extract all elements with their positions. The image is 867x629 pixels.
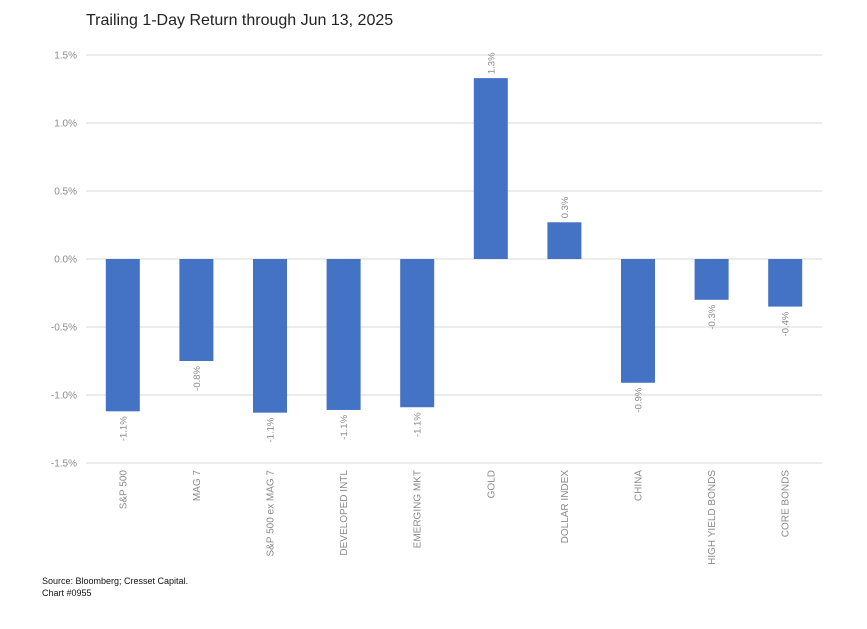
- y-tick-label: -1.5%: [51, 459, 77, 470]
- y-tick-label: -1.0%: [51, 391, 77, 402]
- bar: [473, 78, 508, 260]
- y-tick-label: -0.5%: [51, 323, 77, 334]
- x-tick-label: MAG 7: [192, 470, 203, 502]
- data-label: -0.8%: [192, 365, 203, 390]
- x-tick-label: CORE BONDS: [781, 470, 792, 538]
- data-label: 1.3%: [486, 52, 497, 74]
- bar: [105, 259, 140, 412]
- x-axis-ticks: S&P 500 MAG 7 S&P 500 ex MAG 7 DEVELOPED IN…: [118, 470, 791, 565]
- source-note: Source: Bloomberg; Cresset Capital.: [42, 576, 189, 586]
- x-tick-label: DEVELOPED INTL: [339, 470, 350, 556]
- bar: [547, 222, 582, 259]
- data-label: -0.9%: [634, 387, 645, 412]
- bar: [326, 259, 361, 410]
- data-label: 0.3%: [560, 196, 571, 218]
- chart-title: Trailing 1-Day Return through Jun 13, 20…: [86, 12, 394, 29]
- data-labels: -1.1% -0.8% -1.1% -1.1% -1.1% 1.3% 0.3% -0.9% -0…: [118, 52, 791, 443]
- y-tick-label: 1.0%: [54, 119, 77, 130]
- chart-number: Chart #0955: [42, 588, 92, 598]
- x-tick-label: DOLLAR INDEX: [560, 470, 571, 544]
- y-tick-label: 1.5%: [54, 51, 77, 62]
- x-tick-label: HIGH YIELD BONDS: [707, 470, 718, 565]
- x-tick-label: S&P 500 ex MAG 7: [266, 470, 277, 557]
- bars: [105, 78, 803, 413]
- data-label: -0.3%: [707, 304, 718, 329]
- y-axis-ticks: 1.5% 1.0% 0.5% 0.0% -0.5% -1.0% -1.5%: [51, 51, 77, 470]
- y-tick-label: 0.0%: [54, 255, 77, 266]
- bar: [621, 259, 655, 383]
- bar: [400, 259, 435, 408]
- data-label: -0.4%: [781, 311, 792, 336]
- data-label: -1.1%: [339, 414, 350, 439]
- x-tick-label: GOLD: [486, 470, 497, 498]
- data-label: -1.1%: [118, 416, 129, 441]
- bar: [179, 259, 214, 361]
- bar: [768, 259, 803, 307]
- bar: [694, 259, 729, 300]
- x-tick-label: S&P 500: [118, 470, 129, 510]
- data-label: -1.1%: [266, 417, 277, 442]
- y-tick-label: 0.5%: [54, 187, 77, 198]
- bar: [253, 259, 287, 413]
- data-label: -1.1%: [413, 412, 424, 437]
- x-tick-label: EMERGING MKT: [413, 470, 424, 548]
- x-tick-label: CHINA: [634, 470, 645, 501]
